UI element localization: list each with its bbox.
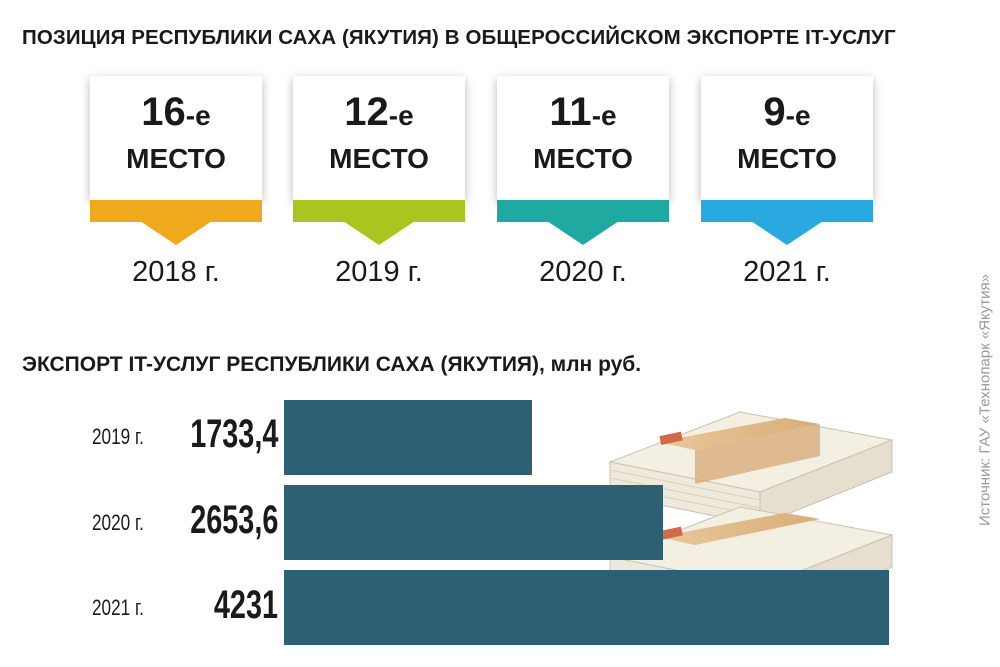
bar-value-label: 1733,4 xyxy=(189,412,278,456)
rank-word: МЕСТО xyxy=(126,143,226,174)
rank-ribbon xyxy=(701,200,873,245)
rank-card-3: 9-е МЕСТО xyxy=(701,76,873,245)
rank-year: 2019 г. xyxy=(335,256,423,288)
bar-category-label: 2020 г. xyxy=(92,510,144,535)
rank-ribbon xyxy=(497,200,669,245)
rank-word: МЕСТО xyxy=(737,143,837,174)
rank-pointer xyxy=(343,221,415,245)
rank-year: 2020 г. xyxy=(539,256,627,288)
rank-number: 12 xyxy=(344,90,389,134)
rank-word: МЕСТО xyxy=(533,143,633,174)
rank-year: 2021 г. xyxy=(743,256,831,288)
rank-number: 9 xyxy=(763,90,786,134)
bar xyxy=(284,485,664,560)
rank-suffix: -е xyxy=(388,100,414,131)
rank-number: 11 xyxy=(549,90,592,134)
rank-card-1: 12-е МЕСТО xyxy=(293,76,465,245)
chart-title: ЭКСПОРТ IT-УСЛУГ РЕСПУБЛИКИ САХА (ЯКУТИЯ… xyxy=(22,353,642,376)
rank-suffix: -е xyxy=(785,100,811,131)
bar-category-label: 2019 г. xyxy=(92,424,144,449)
rank-suffix: -е xyxy=(591,100,617,131)
rank-year: 2018 г. xyxy=(132,256,220,288)
ranking-title: ПОЗИЦИЯ РЕСПУБЛИКИ САХА (ЯКУТИЯ) В ОБЩЕР… xyxy=(22,26,896,49)
rank-suffix: -е xyxy=(185,100,211,131)
rank-card-0: 16-е МЕСТО xyxy=(90,76,262,245)
rank-pointer xyxy=(140,221,212,245)
bar-value-label: 4231 xyxy=(213,583,278,627)
rank-ribbon xyxy=(293,200,465,245)
rank-number: 16 xyxy=(141,90,186,134)
bar xyxy=(284,400,532,475)
rank-ribbon xyxy=(90,200,262,245)
bar-value-label: 2653,6 xyxy=(189,498,278,542)
bar-category-label: 2021 г. xyxy=(92,595,144,620)
bar xyxy=(284,570,889,645)
rank-word: МЕСТО xyxy=(329,143,429,174)
rank-pointer xyxy=(751,221,823,245)
rank-card-2: 11-е МЕСТО xyxy=(497,76,669,245)
rank-pointer xyxy=(547,221,619,245)
source-note: Источник: ГАУ «Технопарк «Якутия» xyxy=(976,274,994,526)
